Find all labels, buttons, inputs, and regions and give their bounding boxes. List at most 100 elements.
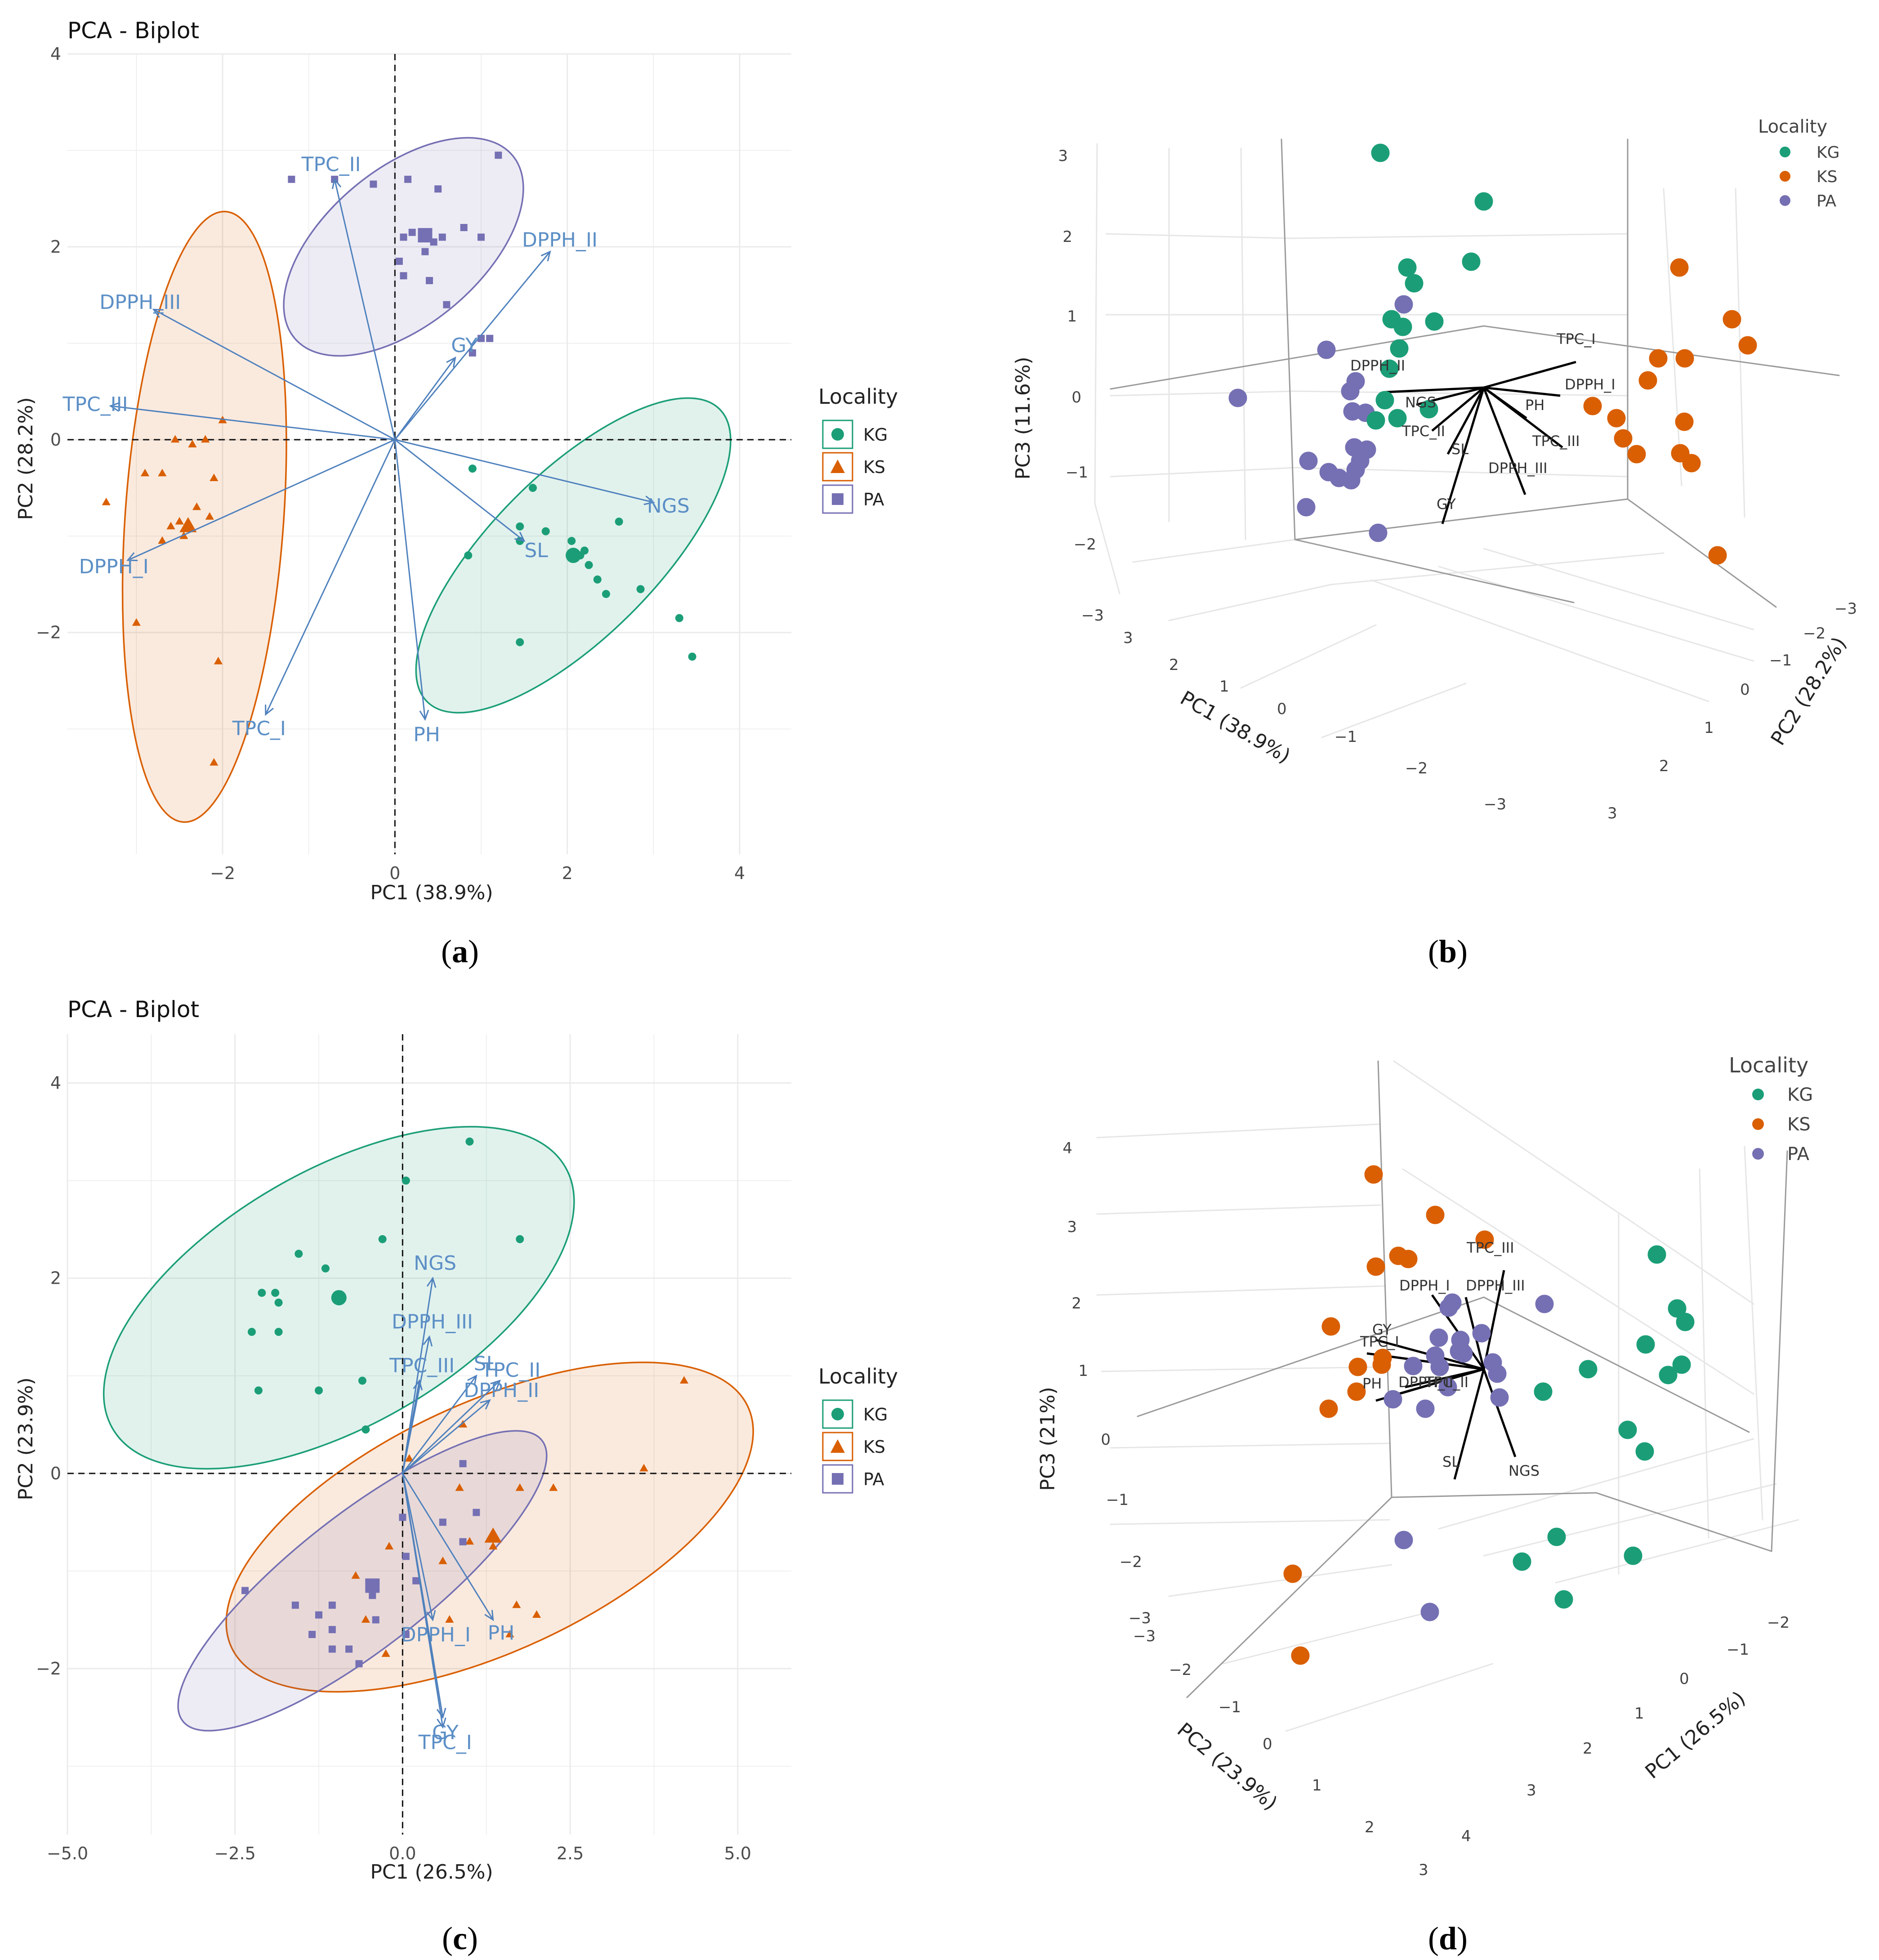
vector-ngs xyxy=(402,1278,433,1474)
chart-title: PCA - Biplot xyxy=(67,996,199,1022)
legend-label-kg: KG xyxy=(1787,1085,1813,1105)
point-ks xyxy=(214,656,223,665)
point-kg xyxy=(688,652,696,661)
point-pa xyxy=(345,1645,353,1653)
point-kg xyxy=(675,614,683,622)
point3d-kg xyxy=(1393,317,1412,336)
z-tick: −2 xyxy=(1120,1553,1142,1571)
x-axis-label: PC1 (26.5%) xyxy=(370,1861,493,1884)
vector-label: SL xyxy=(524,539,548,562)
z-tick: 2 xyxy=(1071,1295,1081,1313)
x-tick-label: −2 xyxy=(210,863,235,883)
y-tick: −2 xyxy=(1169,1661,1192,1679)
point-ks xyxy=(140,469,150,477)
vector-labels-d: TPC_III DPPH_I DPPH_III GY TPC_I DPPH_II… xyxy=(1360,1239,1540,1479)
point-kg xyxy=(274,1298,283,1307)
point-pa xyxy=(402,1631,410,1638)
y-tick-label: 4 xyxy=(50,1073,61,1093)
point-ks xyxy=(679,1376,689,1384)
z-tick: 0 xyxy=(1071,388,1081,406)
axes-box-b xyxy=(1094,138,1840,738)
point-ks xyxy=(351,1571,360,1579)
vector-label-tpc-ii: TPC_II xyxy=(1425,1374,1468,1391)
x-tick-label: 4 xyxy=(734,863,745,883)
x-tick-label: 0.0 xyxy=(389,1844,416,1863)
vector-label-dpph-i: DPPH_I xyxy=(1565,376,1616,393)
vector-arrowhead xyxy=(109,402,121,412)
vector-label-ph: PH xyxy=(1362,1375,1382,1392)
x-tick: 2 xyxy=(1583,1740,1593,1758)
y-tick: 0 xyxy=(1263,1735,1272,1753)
point3d-pa xyxy=(1404,1357,1423,1375)
x-tick: 3 xyxy=(1526,1781,1536,1799)
vector-label: DPPH_II xyxy=(522,228,598,251)
point3d-pa xyxy=(1438,1378,1457,1397)
point3d-ks xyxy=(1364,1165,1383,1184)
point-pa xyxy=(421,248,429,255)
legend-marker-pa xyxy=(1780,195,1790,206)
point3d-pa xyxy=(1394,1531,1413,1549)
vector-label: DPPH_II xyxy=(464,1379,539,1402)
point-ks xyxy=(381,1649,390,1657)
point3d-kg xyxy=(1579,1360,1598,1379)
point-pa xyxy=(469,349,476,357)
vector-label-ngs: NGS xyxy=(1405,394,1436,411)
point-kg xyxy=(615,518,623,526)
legend-marker-pa xyxy=(1752,1148,1764,1160)
point-pa xyxy=(438,233,446,241)
legend-key-ks xyxy=(822,452,853,482)
y-tick: 1 xyxy=(1704,719,1714,737)
legend-title: Locality xyxy=(818,384,898,409)
z-tick: 1 xyxy=(1078,1362,1088,1380)
vector-tpc-ii xyxy=(334,179,396,440)
vector-sl xyxy=(402,1375,477,1474)
point-kg xyxy=(247,1328,256,1336)
x-axis-label: PC1 (26.5%) xyxy=(1641,1687,1750,1784)
point3d-kg xyxy=(1380,359,1399,378)
point-ks xyxy=(455,1483,464,1491)
legend-marker-pa xyxy=(832,493,844,505)
x-tick: 0 xyxy=(1679,1670,1689,1688)
vector-label-dpph-ii: DPPH_II xyxy=(1398,1374,1453,1391)
ticks-d: 4 3 2 1 0 −1 −2 −3 −2 −1 0 1 2 3 4 −3 −2… xyxy=(1062,1139,1790,1879)
vector-tpc-iii xyxy=(402,1380,420,1474)
legend-marker-pa xyxy=(832,1473,844,1485)
legend-label-kg: KG xyxy=(863,1405,888,1424)
z-axis-label: PC3 (11.6%) xyxy=(1012,357,1035,479)
point-kg xyxy=(516,522,524,531)
point-kg xyxy=(636,585,645,594)
point3d-kg xyxy=(1659,1366,1678,1384)
vector-labels-b: TPC_I DPPH_I PH TPC_III DPPH_III DPPH_II… xyxy=(1350,330,1616,513)
point3d-pa xyxy=(1299,451,1318,470)
y-axis-label: PC2 (28.2%) xyxy=(14,397,37,520)
point3d-ks xyxy=(1638,371,1657,390)
point3d-kg xyxy=(1513,1552,1531,1571)
panel-c: PCA - Biplot NGS DPPH_III TPC_III SL TPC_II D… xyxy=(0,980,940,1906)
point3d-ks xyxy=(1682,454,1701,473)
legend-label-pa: PA xyxy=(863,1469,884,1489)
point3d-ks xyxy=(1614,429,1633,448)
point3d-ks xyxy=(1675,349,1694,368)
vector-label-dpph-iii: DPPH_III xyxy=(1466,1277,1525,1294)
legend-marker-ks xyxy=(830,1439,845,1453)
vector-sl xyxy=(1446,387,1485,455)
vector-ngs xyxy=(1482,1369,1517,1457)
point3d-pa xyxy=(1351,451,1370,470)
panel-b: TPC_I DPPH_I PH TPC_III DPPH_III DPPH_II… xyxy=(967,90,1879,877)
legend-marker-ks xyxy=(830,460,845,473)
vector-label: TPC_III xyxy=(62,393,128,416)
x-tick: −1 xyxy=(1334,728,1357,746)
point-ks xyxy=(405,1454,414,1462)
vector-tpc-iii xyxy=(1483,387,1563,448)
x-tick: 1 xyxy=(1219,678,1229,696)
point-pa xyxy=(369,1592,376,1599)
point3d-ks xyxy=(1319,1399,1338,1418)
panel-d: TPC_III DPPH_I DPPH_III GY TPC_I DPPH_II… xyxy=(967,989,1879,1897)
point-kg xyxy=(516,638,524,647)
point3d-kg xyxy=(1462,252,1481,271)
point-ks xyxy=(188,440,197,447)
point3d-kg xyxy=(1425,312,1444,331)
point3d-pa xyxy=(1384,1390,1402,1409)
point3d-ks xyxy=(1475,1230,1494,1249)
vector-sl xyxy=(1453,1369,1485,1480)
